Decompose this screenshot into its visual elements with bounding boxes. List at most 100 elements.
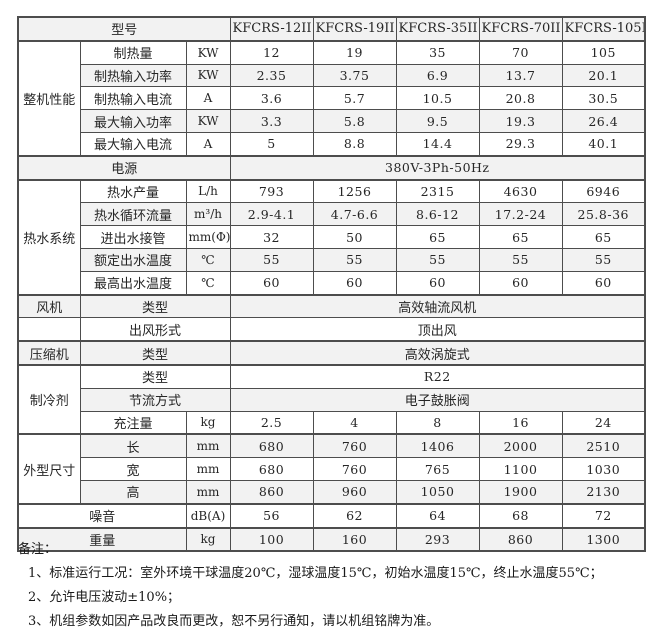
row-label: 制热输入功率 [79, 63, 187, 88]
spec-value: 25.8-36 [561, 202, 646, 227]
table-row: 宽 mm 680 760 765 1100 1030 [18, 457, 646, 481]
spec-value: 19 [312, 39, 397, 65]
spec-value: 65 [561, 225, 646, 249]
spec-value: 5 [229, 131, 314, 157]
spec-value: 793 [229, 178, 314, 204]
table-row: 外型尺寸 长 mm 680 760 1406 2000 2510 [17, 433, 646, 505]
note-item: 2、允许电压波动±10%； [28, 590, 181, 605]
spec-value: 55 [395, 247, 480, 272]
table-row: 制热输入功率 KW 2.35 3.75 6.9 13.7 20.1 [18, 63, 646, 88]
spec-value: 4 [312, 410, 397, 435]
spec-value: 1900 [478, 479, 563, 505]
spec-value-fan-type: 高效轴流风机 [229, 293, 646, 319]
spec-value: 860 [478, 526, 563, 552]
spec-value: 17.2-24 [478, 202, 563, 227]
spec-value: 29.3 [478, 131, 563, 157]
spec-value: 2.9-4.1 [229, 202, 314, 227]
spec-value: 13.7 [478, 63, 563, 88]
spec-value: 72 [561, 502, 646, 529]
table-row: 型号 KFCRS-12II KFCRS-19II KFCRS-35II KFCR… [17, 16, 646, 42]
spec-value: 2510 [561, 433, 646, 459]
group-label-refrigerant: 制冷剂 [17, 363, 81, 435]
spec-value: 9.5 [395, 109, 480, 133]
row-unit: L/h [185, 178, 231, 204]
spec-value: 1030 [561, 457, 646, 481]
spec-value: 55 [478, 247, 563, 272]
spec-value: 1050 [395, 479, 480, 505]
table-row: 最大输入功率 KW 3.3 5.8 9.5 19.3 26.4 [18, 109, 646, 133]
table-row: 高 mm 860 960 1050 1900 2130 [18, 479, 646, 505]
spec-value: 2315 [395, 178, 480, 204]
row-unit: m³/h [185, 202, 231, 227]
spec-value: 32 [229, 225, 314, 249]
spec-value: 860 [229, 479, 314, 505]
row-label: 高 [79, 479, 187, 505]
spec-value: 3.75 [312, 63, 397, 88]
spec-value: 5.8 [312, 109, 397, 133]
spec-value: 680 [229, 457, 314, 481]
group-label-performance: 整机性能 [17, 39, 81, 157]
spec-value: 19.3 [478, 109, 563, 133]
table-row: 充注量 kg 2.5 4 8 16 24 [18, 410, 646, 435]
spec-value: 1406 [395, 433, 480, 459]
spec-value: 680 [229, 433, 314, 459]
group-label-dimensions: 外型尺寸 [17, 433, 81, 505]
spec-value: 5.7 [312, 86, 397, 111]
spec-value-refrigerant-type: R22 [229, 363, 646, 389]
group-label-water-system: 热水系统 [17, 178, 81, 296]
spec-value: 1100 [478, 457, 563, 481]
spec-value: 14.4 [395, 131, 480, 157]
spec-value: 65 [478, 225, 563, 249]
row-unit: ℃ [185, 270, 231, 296]
spec-value: 293 [395, 526, 480, 552]
row-label: 额定出水温度 [79, 247, 187, 272]
spec-value: 70 [478, 39, 563, 65]
spec-value-power: 380V-3Ph-50Hz [229, 154, 646, 181]
row-label: 最大输入电流 [79, 131, 187, 157]
row-unit: KW [185, 63, 231, 88]
row-unit: mm(Φ) [185, 225, 231, 249]
spec-value: 1256 [312, 178, 397, 204]
spec-value: 10.5 [395, 86, 480, 111]
spec-value: 60 [229, 270, 314, 296]
row-label-power: 电源 [17, 154, 231, 181]
table-row: 噪音 dB(A) 56 62 64 68 72 [17, 502, 646, 529]
row-label: 制热量 [79, 39, 187, 65]
row-unit: A [185, 86, 231, 111]
spec-value: 60 [478, 270, 563, 296]
spec-value: 60 [312, 270, 397, 296]
note-item: 3、机组参数如因产品改良而更改，恕不另行通知，请以机组铭牌为准。 [28, 614, 440, 629]
table-row: 制热输入电流 A 3.6 5.7 10.5 20.8 30.5 [18, 86, 646, 111]
spec-value: 960 [312, 479, 397, 505]
row-unit: KW [185, 109, 231, 133]
row-label: 出风形式 [79, 317, 231, 342]
row-unit: ℃ [185, 247, 231, 272]
spec-value: 2130 [561, 479, 646, 505]
spec-value: 8.8 [312, 131, 397, 157]
row-label: 类型 [79, 363, 231, 389]
table-row: 进出水接管 mm(Φ) 32 50 65 65 65 [18, 225, 646, 249]
row-unit: KW [185, 39, 231, 65]
row-label: 热水产量 [79, 178, 187, 204]
spec-value-fan-outlet: 顶出风 [229, 317, 646, 342]
spec-value: 6946 [561, 178, 646, 204]
spec-value: 60 [561, 270, 646, 296]
model-row-label: 型号 [17, 16, 231, 42]
table-row: 热水系统 热水产量 L/h 793 1256 2315 4630 6946 [17, 178, 646, 296]
notes-section: 备注： 1、标准运行工况：室外环境干球温度20℃，湿球温度15℃，初始水温度15… [18, 538, 651, 630]
row-label-weight: 重量 [17, 526, 187, 552]
row-unit: mm [185, 479, 231, 505]
row-label: 充注量 [79, 410, 187, 435]
table-row: 最大输入电流 A 5 8.8 14.4 29.3 40.1 [18, 131, 646, 157]
spec-value: 20.1 [561, 63, 646, 88]
table-row: 整机性能 制热量 KW 12 19 35 70 105 [17, 39, 646, 157]
table-row: 重量 kg 100 160 293 860 1300 [17, 526, 646, 552]
table-row: 出风形式 顶出风 [17, 317, 646, 342]
notes-title: 备注： [18, 542, 58, 557]
model-header: KFCRS-105II [561, 16, 646, 42]
table-row: 最高出水温度 ℃ 60 60 60 60 60 [18, 270, 646, 296]
row-label: 最高出水温度 [79, 270, 187, 296]
row-label: 长 [79, 433, 187, 459]
spec-value: 8 [395, 410, 480, 435]
table-row: 电源 380V-3Ph-50Hz [17, 154, 646, 181]
